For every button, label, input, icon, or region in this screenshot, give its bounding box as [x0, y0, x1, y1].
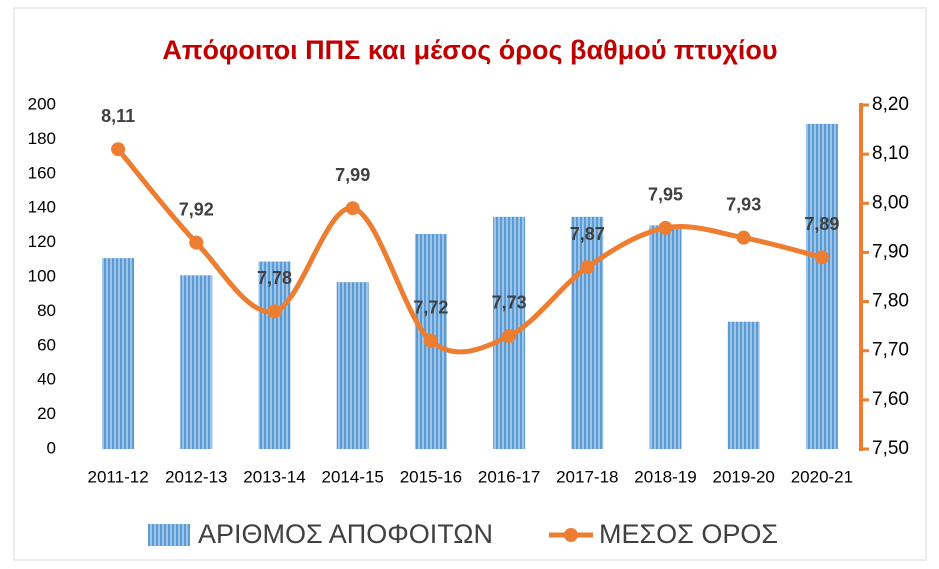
- data-label: 7,99: [335, 165, 370, 185]
- bar: [336, 282, 369, 449]
- line-marker: [502, 328, 517, 343]
- x-tick-label: 2013-14: [243, 467, 305, 486]
- y-tick-label: 200: [28, 94, 56, 113]
- bar: [258, 261, 291, 449]
- data-label: 7,92: [179, 199, 214, 219]
- y-tick-label: 180: [28, 129, 56, 148]
- line-marker: [345, 201, 360, 216]
- x-tick-label: 2012-13: [165, 467, 227, 486]
- y-tick-label: 80: [37, 301, 56, 320]
- y2-tick-label: 7,80: [872, 291, 909, 312]
- data-label: 8,11: [101, 106, 135, 126]
- x-tick-label: 2017-18: [556, 467, 618, 486]
- y-tick-label: 40: [37, 370, 56, 389]
- bar: [180, 275, 213, 449]
- y-tick-label: 0: [47, 438, 56, 457]
- line-marker: [658, 220, 673, 235]
- x-tick-label: 2015-16: [400, 467, 462, 486]
- y-tick-label: 20: [37, 404, 56, 423]
- y2-tick-label: 8,10: [872, 143, 909, 164]
- legend-swatch: [148, 524, 190, 546]
- line-marker: [189, 235, 204, 250]
- y2-tick-label: 8,00: [872, 192, 909, 213]
- bar: [727, 321, 760, 449]
- x-tick-label: 2019-20: [713, 467, 775, 486]
- data-label: 7,87: [570, 224, 605, 244]
- line-marker: [267, 304, 282, 319]
- data-label: 7,93: [726, 194, 761, 214]
- legend-label: ΑΡΙΘΜΟΣ ΑΠΟΦΟΙΤΩΝ: [198, 519, 493, 549]
- y-tick-label: 160: [28, 163, 56, 182]
- bar: [102, 258, 135, 449]
- bar: [571, 216, 604, 449]
- x-tick-label: 2018-19: [634, 467, 696, 486]
- y-tick-label: 120: [28, 232, 56, 251]
- line-marker: [111, 142, 126, 157]
- bar: [649, 225, 682, 449]
- y-tick-label: 100: [28, 266, 56, 285]
- chart-frame: [13, 7, 927, 561]
- chart-title: Απόφοιτοι ΠΠΣ και μέσος όρος βαθμού πτυχ…: [162, 35, 777, 65]
- x-tick-label: 2014-15: [322, 467, 384, 486]
- y-tick-label: 140: [28, 198, 56, 217]
- x-tick-label: 2016-17: [478, 467, 540, 486]
- data-label: 7,78: [257, 268, 292, 288]
- y2-tick-label: 8,20: [872, 94, 909, 115]
- y2-tick-label: 7,50: [872, 438, 909, 459]
- line-marker: [736, 230, 751, 245]
- data-label: 7,72: [413, 298, 448, 318]
- line-marker: [814, 250, 829, 265]
- y2-tick-label: 7,60: [872, 389, 909, 410]
- data-label: 7,95: [648, 185, 683, 205]
- bar: [805, 123, 838, 450]
- legend-label: ΜΕΣΟΣ ΟΡΟΣ: [599, 519, 778, 549]
- line-marker: [580, 260, 595, 275]
- data-label: 7,73: [492, 293, 527, 313]
- line-marker: [423, 333, 438, 348]
- data-label: 7,89: [804, 214, 839, 234]
- y2-tick-label: 7,90: [872, 241, 909, 262]
- legend-marker: [563, 528, 578, 542]
- x-tick-label: 2011-12: [88, 467, 149, 486]
- y-tick-label: 60: [37, 335, 56, 354]
- y2-tick-label: 7,70: [872, 340, 909, 361]
- x-tick-label: 2020-21: [791, 467, 853, 486]
